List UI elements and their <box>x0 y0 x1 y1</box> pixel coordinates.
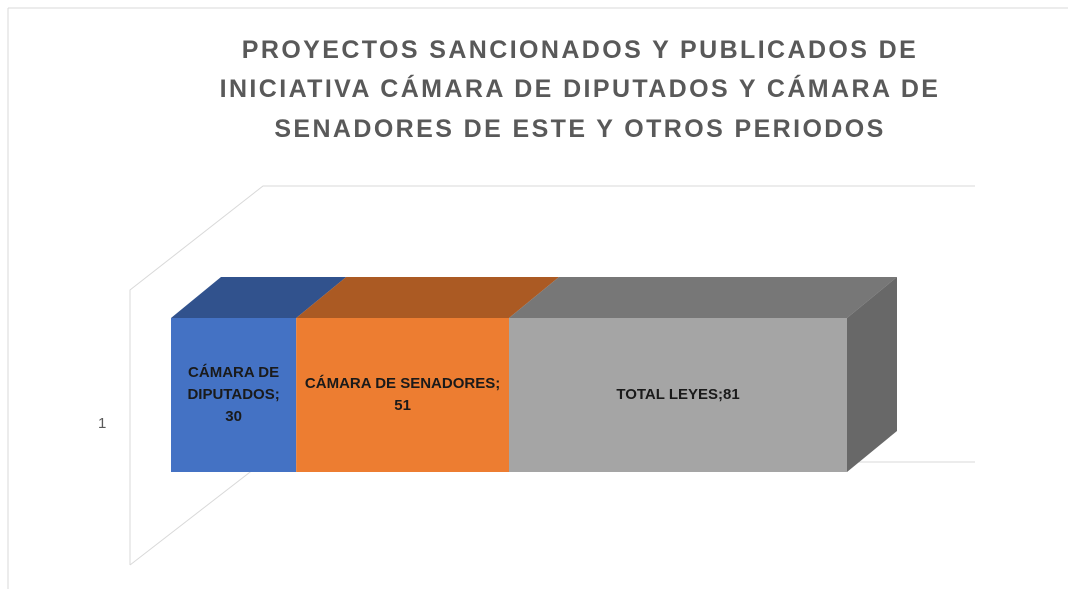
back-wall <box>129 185 975 565</box>
data-label: TOTAL LEYES;81 <box>616 386 740 403</box>
chart-title: SENADORES DE ESTE Y OTROS PERIODOS <box>274 115 886 143</box>
bar-top <box>296 277 559 318</box>
bar-side <box>847 277 897 472</box>
bar <box>296 318 509 472</box>
y-tick-label: 1 <box>98 415 107 432</box>
floor <box>129 461 975 566</box>
bar <box>509 318 847 472</box>
chart-title: INICIATIVA CÁMARA DE DIPUTADOS Y CÁMARA … <box>219 75 941 103</box>
data-label: CÁMARA DE DIPUTADOS; 30 <box>187 364 280 425</box>
data-label: CÁMARA DE SENADORES; 51 <box>304 375 501 414</box>
bar <box>171 318 297 472</box>
bar-top <box>509 277 897 318</box>
chart-title: PROYECTOS SANCIONADOS Y PUBLICADOS DE <box>241 36 919 64</box>
bar-top <box>171 277 347 318</box>
